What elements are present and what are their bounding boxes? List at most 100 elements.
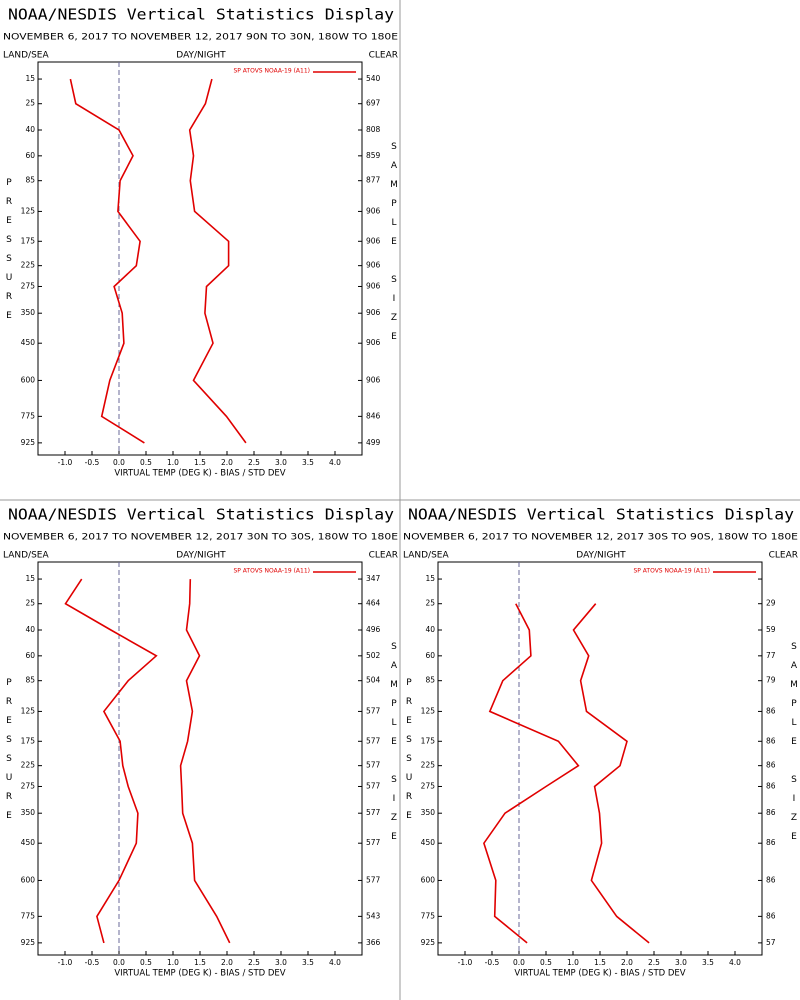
x-tick-label: -1.0 — [58, 458, 73, 467]
sample-size: 906 — [366, 236, 381, 245]
chart-subtitle: NOVEMBER 6, 2017 TO NOVEMBER 12, 2017 90… — [3, 33, 398, 43]
header: LAND/SEA — [3, 51, 49, 61]
x-tick-label: 2.0 — [221, 458, 233, 467]
x-tick-label: 1.0 — [567, 958, 579, 967]
sample-size: 86 — [766, 706, 776, 715]
sample-size: 577 — [366, 838, 381, 847]
x-tick-label: -1.0 — [458, 958, 473, 967]
y-tick-label: 85 — [425, 676, 435, 685]
chart-subtitle: NOVEMBER 6, 2017 TO NOVEMBER 12, 2017 30… — [3, 533, 398, 543]
x-tick-label: 3.0 — [675, 958, 687, 967]
x-tick-label: 2.0 — [621, 958, 633, 967]
sample-size: 577 — [366, 781, 381, 790]
plot-frame — [437, 561, 763, 956]
x-tick-label: 1.5 — [594, 958, 606, 967]
sample-size: 906 — [366, 206, 381, 215]
data-line — [64, 578, 158, 944]
sample-size: 906 — [366, 308, 381, 317]
y-tick-label: 225 — [21, 261, 36, 270]
sample-size: 906 — [366, 375, 381, 384]
sample-size: 577 — [366, 808, 381, 817]
y-tick-label: 450 — [421, 838, 436, 847]
x-tick-label: 2.5 — [248, 958, 260, 967]
y-tick-label: 450 — [21, 838, 36, 847]
sample-size: 808 — [366, 125, 381, 134]
header: DAY/NIGHT — [176, 51, 226, 61]
x-axis-label: VIRTUAL TEMP (DEG K) - BIAS / STD DEV — [514, 969, 685, 979]
y-tick-label: 225 — [421, 761, 436, 770]
x-tick-label: 2.0 — [221, 958, 233, 967]
x-tick-label: 1.0 — [167, 458, 179, 467]
header: CLEAR — [769, 551, 798, 561]
y-tick-label: 125 — [21, 706, 36, 715]
axis-label: SAMPLE SIZE — [789, 642, 799, 851]
x-tick-label: -1.0 — [58, 958, 73, 967]
sample-size: 86 — [766, 911, 776, 920]
x-tick-label: 3.0 — [275, 458, 287, 467]
sample-size: 57 — [766, 938, 776, 947]
y-tick-label: 600 — [21, 375, 36, 384]
y-tick-label: 40 — [25, 625, 35, 634]
x-tick-label: 4.0 — [329, 958, 341, 967]
x-tick-label: 3.0 — [275, 958, 287, 967]
x-tick-label: 4.0 — [729, 958, 741, 967]
y-tick-label: 225 — [21, 761, 36, 770]
data-line — [483, 603, 580, 944]
x-tick-label: -0.5 — [485, 958, 500, 967]
chart-title: NOAA/NESDIS Vertical Statistics Display — [408, 506, 794, 524]
chart-title: NOAA/NESDIS Vertical Statistics Display — [8, 6, 394, 24]
sample-size: 77 — [766, 651, 776, 660]
sample-size: 499 — [366, 438, 381, 447]
x-tick-label: 0.0 — [513, 958, 525, 967]
sample-size: 86 — [766, 838, 776, 847]
sample-size: 859 — [366, 151, 381, 160]
x-tick-label: 3.5 — [302, 458, 314, 467]
y-tick-label: 175 — [21, 736, 36, 745]
axis-label: SAMPLE SIZE — [389, 642, 399, 851]
sample-size: 504 — [366, 676, 381, 685]
sample-size: 846 — [366, 411, 381, 420]
y-tick-label: 175 — [21, 236, 36, 245]
y-tick-label: 60 — [25, 651, 35, 660]
y-tick-label: 775 — [21, 411, 36, 420]
x-tick-label: -0.5 — [85, 958, 100, 967]
y-tick-label: 60 — [25, 151, 35, 160]
chart-title: NOAA/NESDIS Vertical Statistics Display — [8, 506, 394, 524]
sample-size: 347 — [366, 574, 381, 583]
header: DAY/NIGHT — [576, 551, 626, 561]
y-tick-label: 15 — [25, 74, 35, 83]
sample-size: 877 — [366, 176, 381, 185]
x-tick-label: 0.5 — [140, 958, 152, 967]
y-tick-label: 775 — [21, 911, 36, 920]
y-tick-label: 350 — [21, 308, 36, 317]
sample-size: 86 — [766, 736, 776, 745]
x-tick-label: 0.5 — [540, 958, 552, 967]
sample-size: 543 — [366, 911, 381, 920]
y-tick-label: 600 — [21, 875, 36, 884]
x-tick-label: 1.5 — [194, 458, 206, 467]
y-tick-label: 125 — [421, 706, 436, 715]
y-tick-label: 40 — [425, 625, 435, 634]
panel: NOAA/NESDIS Vertical Statistics Display N… — [3, 6, 398, 479]
sample-size: 464 — [366, 599, 381, 608]
y-tick-label: 275 — [21, 281, 36, 290]
y-tick-label: 25 — [25, 99, 35, 108]
y-tick-label: 25 — [25, 599, 35, 608]
axis-label: PRESSURE — [4, 178, 14, 330]
sample-size: 29 — [766, 599, 776, 608]
plot-frame — [37, 61, 363, 456]
x-tick-label: 3.5 — [302, 958, 314, 967]
y-tick-label: 775 — [421, 911, 436, 920]
y-tick-label: 925 — [421, 938, 436, 947]
sample-size: 577 — [366, 736, 381, 745]
data-line — [179, 579, 231, 944]
axis-label: PRESSURE — [4, 678, 14, 830]
header: DAY/NIGHT — [176, 551, 226, 561]
axis-label: SAMPLE SIZE — [389, 142, 399, 351]
y-tick-label: 15 — [25, 574, 35, 583]
x-tick-label: 1.0 — [167, 958, 179, 967]
chart-subtitle: NOVEMBER 6, 2017 TO NOVEMBER 12, 2017 30… — [403, 533, 798, 543]
data-line — [69, 78, 145, 444]
x-tick-label: 3.5 — [702, 958, 714, 967]
legend-label: SP ATOVS NOAA-19 (A11) — [233, 68, 310, 75]
